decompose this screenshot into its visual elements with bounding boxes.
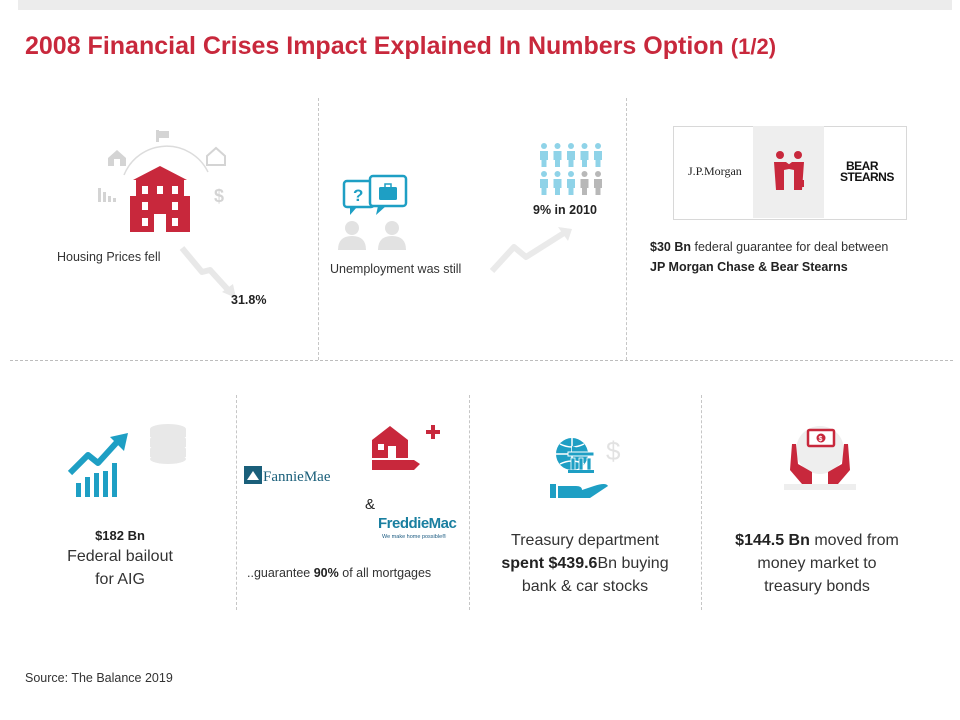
growth-chart-icon [67, 424, 186, 497]
money-market-line3: treasury bonds [764, 578, 870, 595]
bear-logo-line1: BEAR [846, 159, 879, 173]
fannie-mae-logo: FannieMae [263, 469, 331, 485]
unemployment-label: Unemployment was still [330, 262, 462, 276]
house-outline-icon [206, 146, 226, 166]
mortgage-text-pre: ..guarantee [247, 566, 311, 580]
treasury-line1: Treasury department [511, 532, 659, 549]
trend-up-arrow [489, 230, 566, 274]
treasury-icon: $ [550, 436, 621, 498]
trend-down-arrow [179, 246, 233, 295]
small-house-icon [108, 150, 126, 166]
aig-line1: Federal bailout [67, 548, 173, 565]
aig-block: $182 Bn Federal bailout for AIG [60, 528, 180, 591]
bear-logo-line2: STEARNS [840, 170, 894, 184]
top-bar [18, 0, 952, 10]
aig-amount: $182 Bn [95, 528, 145, 543]
svg-text:$: $ [214, 186, 224, 206]
mortgage-text: ..guarantee 90% of all mortgages [247, 566, 431, 580]
bear-stearns-logo: BEAR STEARNS [840, 159, 894, 184]
freddie-mac-logo: FreddieMac [378, 515, 457, 532]
bar-down-icon [98, 188, 116, 202]
house-in-hand-icon [372, 425, 440, 470]
person-icon [594, 143, 602, 167]
person-icon [580, 143, 589, 167]
housing-label: Housing Prices fell [57, 250, 161, 264]
divider-horizontal [10, 360, 953, 361]
mortgage-percent: 90% [313, 566, 339, 580]
housing-value: 31.8% [231, 293, 267, 307]
divider-bottom-2 [469, 395, 470, 610]
divider-top-2 [626, 98, 627, 360]
treasury-amount: spent $439.6 [501, 555, 598, 572]
person-icon [567, 143, 575, 167]
person-icon [580, 171, 589, 195]
money-market-line1: $144.5 Bn moved from [722, 529, 912, 552]
coins-stack-icon [150, 424, 186, 464]
treasury-line2-rest: Bn buying [597, 555, 669, 572]
title-part: (1/2) [730, 34, 777, 59]
divider-bottom-1 [236, 395, 237, 610]
money-market-line1-rest: moved from [814, 532, 899, 549]
person-icon [553, 171, 562, 195]
handshake-icon [774, 151, 804, 190]
money-market-line2: money market to [757, 555, 877, 572]
title-main: 2008 Financial Crises Impact Explained I… [25, 32, 724, 60]
housing-illustration: $ [98, 130, 236, 298]
money-hands-icon: $ [784, 426, 856, 490]
people-icon [338, 221, 406, 250]
person-icon [567, 171, 575, 195]
svg-text:?: ? [353, 186, 363, 205]
person-icon [553, 143, 562, 167]
handshake-panel [753, 126, 824, 218]
person-icon [594, 171, 602, 195]
house-icon [130, 166, 190, 232]
sale-sign-icon [156, 130, 169, 142]
ampersand: & [365, 496, 376, 513]
divider-top-1 [318, 98, 319, 360]
unemployment-value: 9% in 2010 [533, 203, 597, 217]
freddie-mac-tagline: We make home possible® [382, 534, 447, 540]
deal-description: federal guarantee for deal between [694, 240, 889, 254]
money-market-amount: $144.5 Bn [735, 532, 810, 549]
money-market-block: $144.5 Bn moved from money market to tre… [722, 529, 912, 598]
source-note: Source: The Balance 2019 [25, 671, 173, 685]
svg-text:$: $ [606, 436, 621, 466]
briefcase-bubble-icon [368, 174, 408, 215]
person-icon [540, 143, 548, 167]
treasury-block: Treasury department spent $439.6Bn buyin… [480, 529, 690, 598]
mortgage-text-post: of all mortgages [342, 566, 432, 580]
page-title: 2008 Financial Crises Impact Explained I… [25, 32, 776, 61]
deal-amount: $30 Bn [650, 240, 691, 254]
person-icon [540, 171, 548, 195]
aig-line2: for AIG [95, 571, 145, 588]
deal-parties: JP Morgan Chase & Bear Stearns [650, 260, 848, 274]
treasury-line3: bank & car stocks [521, 578, 649, 595]
svg-text:$: $ [819, 436, 823, 443]
unemployment-illustration: ? [338, 143, 602, 274]
divider-bottom-3 [701, 395, 702, 610]
workforce-icon-grid [540, 143, 602, 195]
deal-text-line1: $30 Bn federal guarantee for deal betwee… [650, 240, 888, 254]
fannie-mae-mark-icon [244, 466, 262, 484]
jpmorgan-logo: J.P.Morgan [688, 164, 742, 178]
treasury-line2: spent $439.6Bn buying [480, 552, 690, 575]
